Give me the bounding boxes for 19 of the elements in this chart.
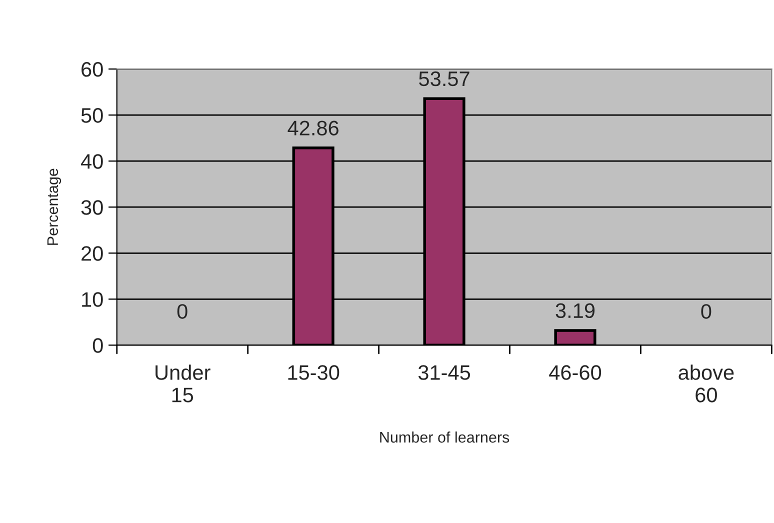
data-label: 53.57 (419, 71, 470, 86)
y-axis-title: Percentage (47, 168, 62, 245)
x-tick-label: 31-45 (418, 365, 470, 380)
x-tick-label: above 60 (678, 364, 734, 402)
y-tick-label: 20 (82, 246, 103, 261)
x-axis-title: Number of learners (380, 431, 510, 443)
y-tick-label: 40 (80, 154, 103, 169)
y-tick-label: 0 (92, 338, 103, 353)
y-tick-label: 30 (81, 200, 103, 215)
y-tick-label: 50 (81, 108, 103, 123)
data-label: 0 (177, 304, 188, 319)
data-label: 3.19 (556, 303, 595, 318)
y-tick-label: 10 (82, 292, 103, 307)
x-tick-label: 46-60 (549, 365, 602, 380)
data-label: 0 (701, 304, 712, 319)
x-tick-label: 15-30 (288, 365, 340, 380)
y-tick-label: 60 (82, 62, 103, 77)
x-tick-label: Under 15 (156, 364, 210, 402)
data-label: 42.86 (288, 120, 338, 136)
